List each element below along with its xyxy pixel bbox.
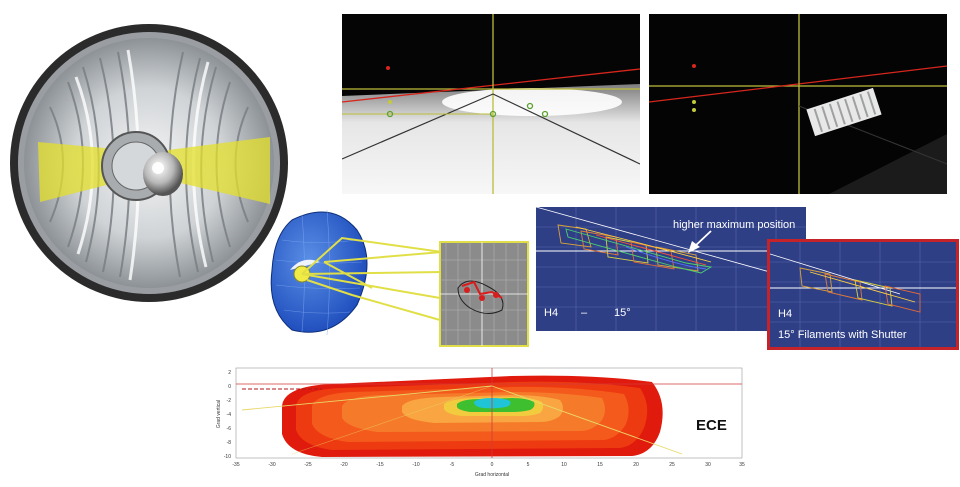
x-tick: -35 [232,462,239,468]
x-tick: 0 [491,462,494,468]
x-axis-label: Grad horizontal [475,472,509,478]
y-tick: -10 [224,454,231,460]
angle-label: 15° [614,307,631,319]
x-tick: -5 [450,462,455,468]
y-tick: -4 [227,412,232,418]
beam-photo-low [342,14,640,194]
y-tick: -6 [227,426,232,432]
x-tick: -20 [340,462,347,468]
x-tick: 20 [633,462,639,468]
y-tick: 0 [228,384,231,390]
shutter-caption: 15° Filaments with Shutter [778,329,907,341]
y-axis-label: Grad vertical [216,400,222,428]
x-tick: -15 [376,462,383,468]
filament-panel-15deg: higher maximum position H4 – 15° [536,207,806,331]
x-tick: 25 [669,462,675,468]
headlamp-illustration [8,22,290,304]
x-tick: 15 [597,462,603,468]
ece-label: ECE [696,417,727,434]
y-tick: -8 [227,440,232,446]
y-tick: 2 [228,370,231,376]
y-tick: -2 [227,398,232,404]
beam-photo-dark [649,14,947,194]
x-tick: 5 [527,462,530,468]
x-tick: -30 [268,462,275,468]
higher-maximum-annotation: higher maximum position [673,219,796,231]
x-tick: 35 [739,462,745,468]
dash-label: – [581,307,588,319]
h4-label: H4 [544,307,559,319]
filament-panel-shutter: H4 15° Filaments with Shutter [767,239,959,350]
x-tick: -25 [304,462,311,468]
isolux-plot: 2 0 -2 -4 -6 -8 -10 -35 -30 -25 -20 -15 … [212,362,752,482]
x-tick: 10 [561,462,567,468]
x-tick: -10 [412,462,419,468]
x-tick: 30 [705,462,711,468]
shutter-h4-label: H4 [778,308,793,320]
reflector-projection-diagram [262,200,534,350]
